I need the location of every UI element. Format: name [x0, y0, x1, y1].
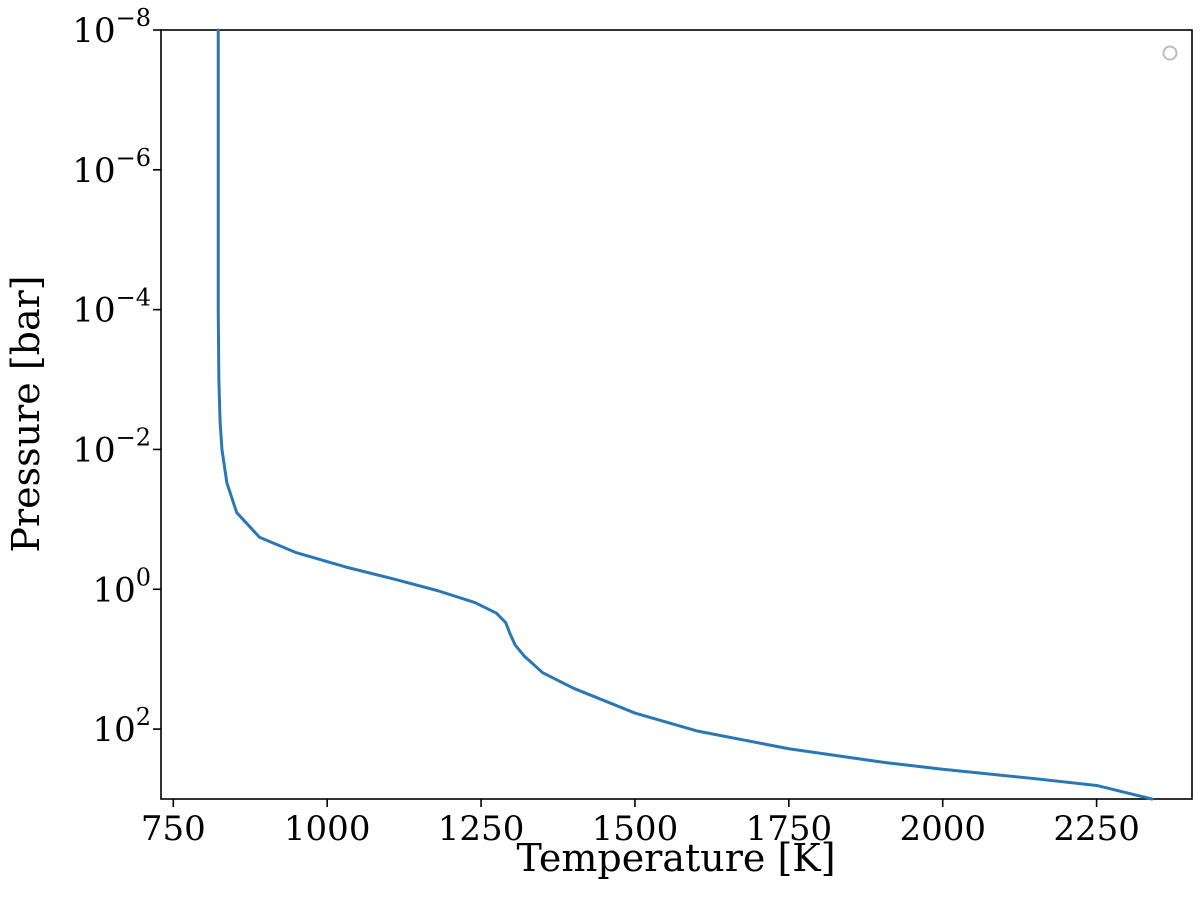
x-tick-label: 1750: [746, 809, 833, 849]
y-tick-label-exponent: −6: [116, 144, 151, 172]
y-tick-label: 10−8: [72, 4, 151, 51]
y-tick-label-exponent: 2: [136, 703, 151, 731]
y-tick-label-base: 10: [72, 430, 115, 470]
x-tick-label: 1500: [592, 809, 679, 849]
y-tick-label-base: 10: [72, 11, 115, 51]
x-tick-label: 750: [141, 809, 206, 849]
x-axis-label: Temperature [K]: [516, 836, 835, 880]
x-tick-label: 1000: [284, 809, 371, 849]
x-axis: 750 1000 1250 1500 1750 2000 2250: [141, 799, 1140, 849]
y-axis-label: Pressure [bar]: [4, 275, 48, 552]
x-tick-label: 2250: [1053, 809, 1140, 849]
y-tick-label-exponent: −8: [116, 4, 151, 32]
y-tick-label-exponent: −4: [116, 284, 151, 312]
legend-marker: [1162, 45, 1178, 61]
y-tick-label: 10−4: [72, 284, 151, 331]
y-tick-label: 10−6: [72, 144, 151, 191]
x-tick-label: 2000: [899, 809, 986, 849]
x-tick-label: 1250: [438, 809, 525, 849]
plot-area: [160, 29, 1193, 800]
y-tick-label-base: 10: [72, 151, 115, 191]
y-tick-label: 100: [92, 563, 151, 610]
y-tick-label-exponent: 0: [136, 563, 151, 591]
y-tick-label-base: 10: [92, 570, 135, 610]
y-tick-label: 10−2: [72, 423, 151, 470]
y-tick-label-base: 10: [72, 291, 115, 331]
temperature-pressure-profile: [216, 28, 1154, 801]
y-tick-label-exponent: −2: [116, 423, 151, 451]
y-tick-label-base: 10: [92, 710, 135, 750]
y-tick-label: 102: [92, 703, 151, 750]
